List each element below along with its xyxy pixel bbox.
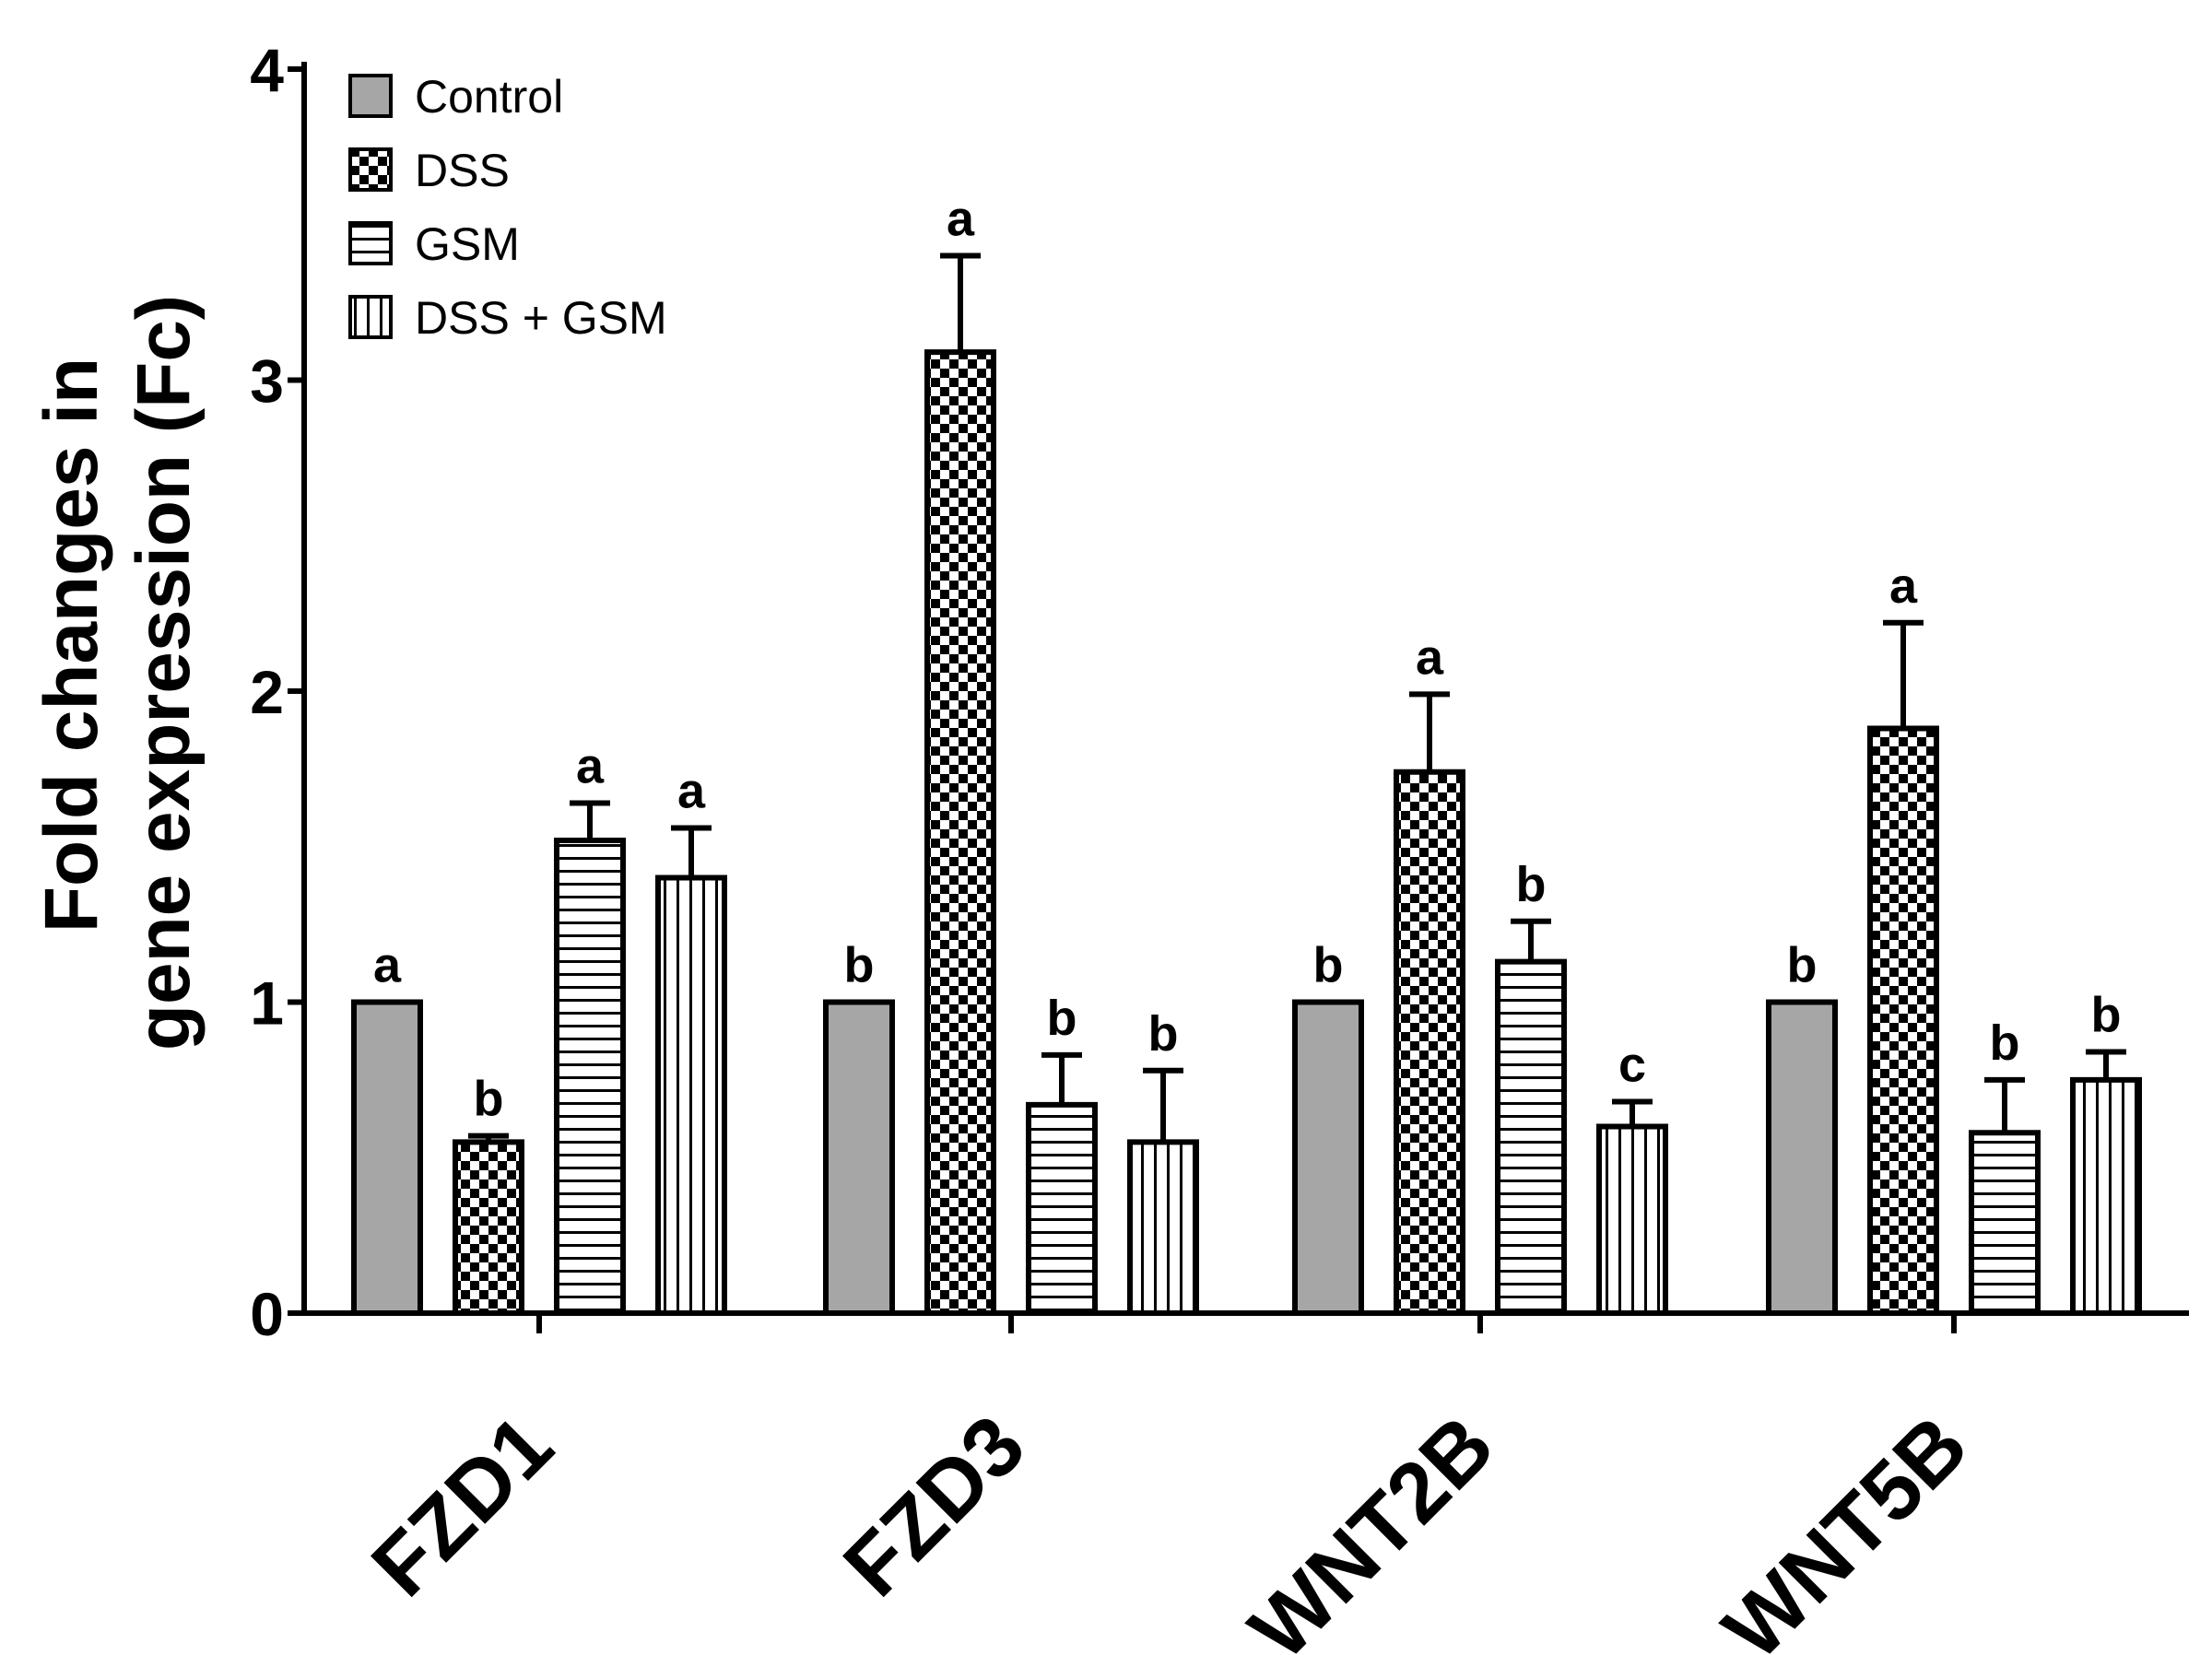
sig-label-fzd1-gsm: a: [576, 739, 605, 794]
legend-swatch-control: [348, 74, 393, 118]
legend-label-control: Control: [415, 71, 563, 123]
bar-fzd3-dss-gsm: [1127, 1139, 1199, 1316]
legend-label-dss-gsm: DSS + GSM: [415, 292, 667, 344]
legend-swatch-dss: [348, 147, 393, 192]
sig-label-wnt2b-dss-gsm: c: [1618, 1038, 1646, 1093]
bar-fzd3-dss: [924, 349, 996, 1316]
sig-label-fzd1-dss: b: [474, 1072, 504, 1127]
x-tick-label-wnt2b: WNT2B: [1232, 1398, 1512, 1655]
legend: Control DSS GSM DSS + GSM: [348, 71, 667, 344]
sig-label-wnt5b-dss-gsm: b: [2091, 988, 2122, 1043]
bar-wnt5b-gsm: [1969, 1130, 2041, 1316]
bar-wnt2b-gsm: [1495, 958, 1567, 1316]
y-axis-label-line-1: Fold changes in: [29, 358, 113, 933]
bar-wnt2b-dss-gsm: [1596, 1123, 1668, 1316]
bar-fzd3-control: [823, 999, 895, 1316]
sig-label-wnt2b-dss: a: [1416, 629, 1444, 685]
x-tick-label-fzd3: FZD3: [826, 1398, 1042, 1614]
sig-label-fzd3-gsm: b: [1047, 991, 1077, 1046]
legend-swatch-gsm: [348, 221, 393, 265]
legend-label-gsm: GSM: [415, 218, 520, 270]
bar-fzd1-dss: [453, 1139, 524, 1316]
y-tick-label-2: 2: [250, 658, 284, 726]
y-tick-label-4: 4: [250, 36, 284, 104]
sig-label-wnt5b-dss: a: [1889, 558, 1918, 614]
x-tick-label-fzd1: FZD1: [354, 1398, 571, 1614]
x-tick-label-wnt5b: WNT5B: [1706, 1398, 1985, 1655]
sig-label-fzd3-dss-gsm: b: [1148, 1006, 1179, 1062]
bar-fzd1-control: [351, 999, 423, 1316]
sig-label-wnt5b-gsm: b: [1990, 1015, 2020, 1071]
bar-fzd3-gsm: [1026, 1101, 1098, 1316]
y-tick-label-3: 3: [250, 347, 284, 416]
sig-label-wnt2b-control: b: [1313, 938, 1344, 993]
sig-label-fzd1-dss-gsm: a: [677, 764, 706, 819]
bar-wnt5b-dss: [1867, 725, 1939, 1316]
sig-label-wnt2b-gsm: b: [1516, 857, 1547, 912]
sig-label-fzd3-dss: a: [947, 192, 975, 247]
sig-label-wnt5b-control: b: [1787, 938, 1818, 993]
bar-fzd1-dss-gsm: [655, 874, 727, 1316]
legend-label-dss: DSS: [415, 145, 510, 196]
y-axis-label-line-2: gene expression (Fc): [122, 295, 206, 1051]
bar-wnt5b-control: [1766, 999, 1838, 1316]
bar-wnt5b-dss-gsm: [2070, 1076, 2142, 1316]
sig-label-fzd1-control: a: [373, 938, 402, 993]
y-tick-label-0: 0: [250, 1280, 284, 1348]
legend-swatch-dss-gsm: [348, 295, 393, 339]
y-axis-label: Fold changes in gene expression (Fc): [29, 295, 206, 1051]
y-tick-label-1: 1: [250, 969, 284, 1038]
bar-fzd1-gsm: [554, 838, 626, 1316]
bars-layer: a b a a b a b b b a b c b a b b: [351, 192, 2142, 1316]
bar-wnt2b-control: [1292, 999, 1364, 1316]
sig-label-fzd3-control: b: [844, 938, 875, 993]
bar-wnt2b-dss: [1394, 769, 1465, 1316]
